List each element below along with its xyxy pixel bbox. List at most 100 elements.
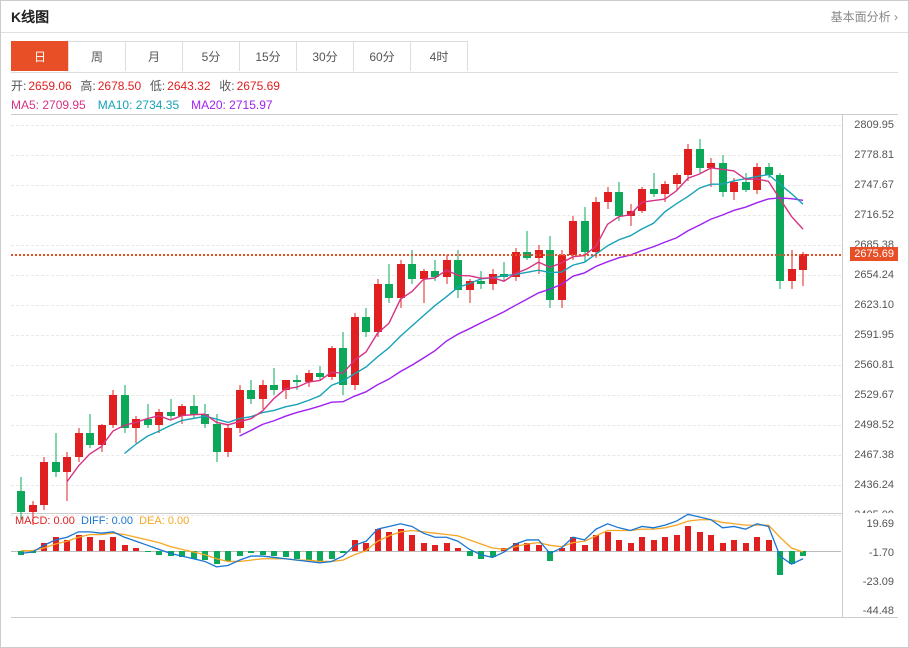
candle (132, 115, 140, 515)
timeframe-tab[interactable]: 15分 (239, 41, 297, 71)
macd-y-label: -23.09 (863, 576, 894, 588)
y-axis-label: 2809.95 (854, 119, 894, 131)
candle (431, 115, 439, 515)
macd-bar (674, 535, 680, 551)
candle (270, 115, 278, 515)
candle (604, 115, 612, 515)
macd-bar (225, 551, 231, 562)
timeframe-tab[interactable]: 60分 (353, 41, 411, 71)
candle (385, 115, 393, 515)
timeframe-tab[interactable]: 5分 (182, 41, 240, 71)
timeframe-tab[interactable]: 周 (68, 41, 126, 71)
candle (201, 115, 209, 515)
macd-bar (260, 551, 266, 555)
candle (788, 115, 796, 515)
candle (247, 115, 255, 515)
candle (535, 115, 543, 515)
candle (121, 115, 129, 515)
macd-bar (444, 543, 450, 551)
candle (397, 115, 405, 515)
macd-chart[interactable]: MACD: 0.00 DIFF: 0.00 DEA: 0.00 19.69-1.… (11, 513, 898, 618)
candle (523, 115, 531, 515)
macd-bar (570, 537, 576, 550)
macd-bar (122, 545, 128, 550)
macd-bar (30, 551, 36, 554)
candle (190, 115, 198, 515)
candle (374, 115, 382, 515)
candle (454, 115, 462, 515)
y-axis-label: 2654.24 (854, 269, 894, 281)
candle (213, 115, 221, 515)
macd-bar (421, 543, 427, 551)
macd-bar (582, 545, 588, 550)
macd-bar (501, 548, 507, 551)
macd-bar (110, 537, 116, 550)
macd-bar (271, 551, 277, 556)
macd-y-label: -1.70 (869, 547, 894, 559)
candle (167, 115, 175, 515)
candle (707, 115, 715, 515)
macd-bar (214, 551, 220, 564)
macd-bar (455, 548, 461, 551)
macd-bar (651, 540, 657, 551)
candle (684, 115, 692, 515)
timeframe-tab[interactable]: 4时 (410, 41, 468, 71)
macd-bar (628, 543, 634, 551)
candle (40, 115, 48, 515)
macd-bar (409, 535, 415, 551)
candle (558, 115, 566, 515)
candle (362, 115, 370, 515)
candle (753, 115, 761, 515)
candle (178, 115, 186, 515)
macd-bar (467, 551, 473, 556)
candle (52, 115, 60, 515)
candle (75, 115, 83, 515)
candlestick-chart[interactable]: 2405.092436.242467.382498.522529.672560.… (11, 114, 898, 514)
macd-bar (766, 540, 772, 551)
macd-y-label: 19.69 (866, 518, 894, 530)
candle (799, 115, 807, 515)
macd-bar (536, 545, 542, 550)
candle (500, 115, 508, 515)
candle (638, 115, 646, 515)
macd-bar (317, 551, 323, 562)
macd-bar (605, 532, 611, 551)
macd-bar (559, 548, 565, 551)
analysis-link[interactable]: 基本面分析 (831, 8, 898, 25)
macd-bar (720, 543, 726, 551)
ma-row: MA5: 2709.95 MA10: 2734.35 MA20: 2715.97 (1, 94, 908, 112)
macd-bar (340, 551, 346, 554)
timeframe-tab[interactable]: 30分 (296, 41, 354, 71)
macd-bar (76, 535, 82, 551)
y-axis-label: 2778.81 (854, 149, 894, 161)
macd-bar (789, 551, 795, 564)
timeframe-tabs: 日周月5分15分30分60分4时 (11, 41, 898, 73)
macd-bar (685, 526, 691, 550)
candle (730, 115, 738, 515)
macd-bar (283, 551, 289, 558)
macd-bar (375, 529, 381, 551)
y-axis-label: 2529.67 (854, 389, 894, 401)
macd-bar (18, 551, 24, 555)
candle (224, 115, 232, 515)
candle (29, 115, 37, 515)
candle (661, 115, 669, 515)
candle (592, 115, 600, 515)
macd-bar (156, 551, 162, 555)
macd-bar (616, 540, 622, 551)
macd-bar (524, 543, 530, 551)
candle (316, 115, 324, 515)
macd-bar (133, 548, 139, 551)
macd-bar (363, 543, 369, 551)
candle (155, 115, 163, 515)
candle (86, 115, 94, 515)
macd-bar (800, 551, 806, 556)
timeframe-tab[interactable]: 月 (125, 41, 183, 71)
timeframe-tab[interactable]: 日 (11, 41, 69, 71)
macd-bar (754, 537, 760, 550)
macd-bar (743, 543, 749, 551)
macd-bar (513, 543, 519, 551)
macd-bar (329, 551, 335, 559)
macd-bar (731, 540, 737, 551)
candle (236, 115, 244, 515)
